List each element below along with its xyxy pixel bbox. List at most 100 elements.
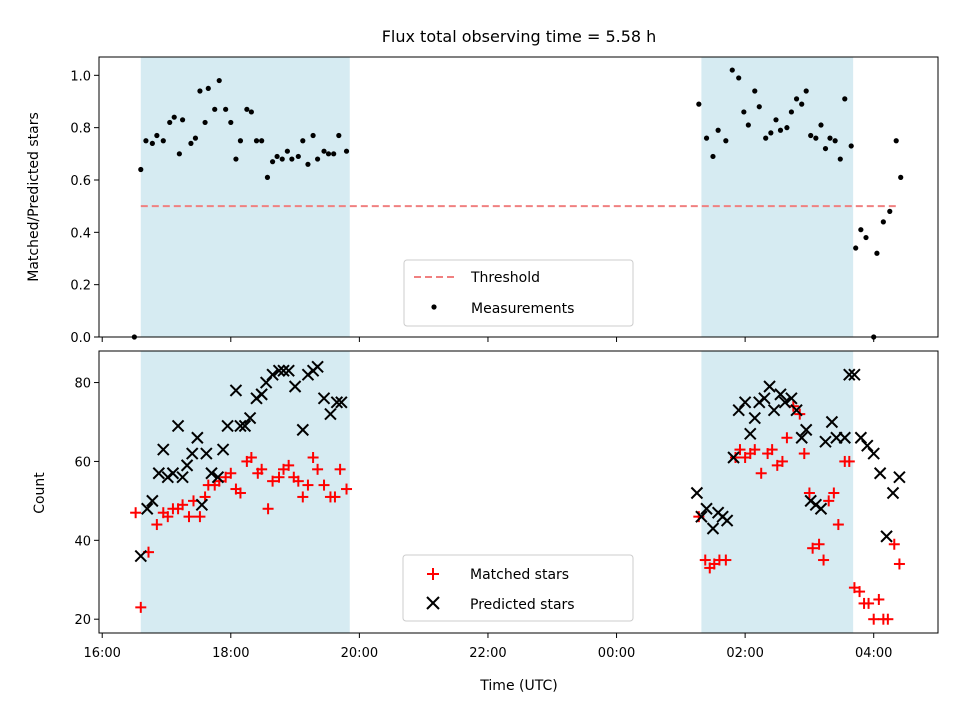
predicted-stars-point — [152, 467, 165, 480]
measurement-point — [793, 96, 800, 102]
measurement-point — [325, 151, 332, 157]
measurement-point — [310, 132, 316, 139]
predicted-stars-point — [854, 431, 868, 444]
matched-stars-point — [798, 448, 810, 460]
matched-stars-point — [868, 613, 880, 625]
bottom-y-tick-label: 40 — [74, 534, 91, 549]
predicted-stars-point — [200, 447, 213, 460]
measurement-point — [710, 153, 716, 160]
measurement-point — [228, 119, 234, 126]
measurement-point — [729, 67, 735, 73]
matched-stars-point — [234, 487, 246, 499]
predicted-stars-point — [744, 427, 757, 441]
measurement-point — [874, 250, 880, 256]
predicted-legend-swatch — [426, 596, 440, 610]
predicted-stars-point — [221, 419, 234, 433]
predicted-stars-point — [171, 419, 185, 433]
measurement-point — [799, 101, 805, 107]
measurement-point — [179, 117, 186, 123]
measurement-point — [197, 88, 203, 94]
top-y-tick-label: 0.0 — [70, 331, 91, 346]
measurement-point — [237, 138, 244, 144]
measurement-point — [773, 117, 779, 123]
bottom-y-tick-label: 80 — [74, 377, 91, 392]
measurement-point — [803, 88, 809, 94]
measurement-point — [842, 96, 848, 102]
measurements-series — [131, 67, 904, 340]
measurement-point — [336, 132, 342, 139]
measurement-point — [887, 208, 893, 214]
bottom-panel: 20 40 60 80 16:00 18:00 20:00 22:00 00:00 02:00 0… — [32, 350, 939, 694]
matched-stars-point — [194, 511, 206, 523]
matched-stars-point — [781, 432, 793, 444]
matched-stars-point — [893, 558, 905, 570]
matched-legend-swatch — [427, 568, 439, 580]
predicted-stars-point — [748, 411, 761, 425]
matched-stars-point — [843, 455, 855, 467]
bottom-y-tick-label: 60 — [74, 455, 91, 470]
x-tick-label: 00:00 — [598, 646, 635, 661]
matched-stars-point — [262, 503, 274, 515]
predicted-stars-point — [795, 431, 808, 444]
bottom-legend-box — [402, 554, 634, 622]
measurement-point — [818, 122, 824, 128]
measurement-point — [212, 106, 218, 112]
predicted-stars-point — [738, 396, 752, 409]
matched-stars-point — [341, 483, 353, 495]
matched-stars-point — [720, 554, 732, 566]
matched-stars-point — [729, 451, 741, 463]
measurement-point — [331, 151, 337, 157]
predicted-stars-point — [195, 498, 209, 512]
measurement-point — [188, 140, 194, 146]
measurement-point — [837, 156, 843, 162]
predicted-stars-point — [259, 376, 273, 389]
measurement-point — [745, 122, 751, 128]
matched-stars-point — [888, 538, 900, 550]
predicted-stars-point — [146, 494, 159, 508]
x-axis-label: Time (UTC) — [479, 678, 557, 694]
measurement-point — [893, 138, 899, 144]
top-y-tick-label: 0.4 — [70, 226, 91, 241]
matched-stars-point — [882, 613, 894, 625]
x-tick-label: 04:00 — [855, 646, 892, 661]
measurement-point — [154, 132, 160, 139]
predicted-stars-point — [763, 380, 776, 393]
predicted-stars-point — [176, 471, 189, 484]
measurement-point — [808, 132, 814, 139]
predicted-stars-point — [758, 392, 771, 405]
measurement-point — [768, 130, 774, 136]
top-shaded-region-1 — [701, 57, 854, 337]
top-shaded-region-0 — [140, 57, 350, 337]
predicted-stars-point — [880, 530, 893, 543]
predicted-stars-point — [700, 502, 713, 515]
predicted-stars-point — [732, 403, 745, 417]
predicted-stars-point — [867, 447, 880, 460]
matched-stars-point — [297, 491, 309, 503]
matched-stars-point — [162, 511, 174, 523]
chart-title: Flux total observing time = 5.58 h — [382, 27, 657, 46]
predicted-stars-point — [134, 549, 147, 563]
measurement-point — [160, 138, 166, 144]
top-shaded-regions — [140, 57, 854, 337]
matched-stars-point — [699, 554, 711, 566]
matched-stars-point — [766, 444, 778, 456]
x-tick-label: 18:00 — [212, 646, 249, 661]
matched-stars-point — [863, 597, 875, 609]
predicted-stars-point — [238, 419, 252, 433]
predicted-stars-point — [216, 443, 230, 456]
bottom-axes-frame — [98, 350, 939, 634]
measurement-point — [827, 135, 833, 141]
matched-stars-point — [734, 444, 746, 456]
predicted-stars-point — [243, 411, 257, 425]
predicted-stars-point — [296, 423, 310, 437]
bottom-y-ticks: 20 40 60 80 — [74, 377, 99, 628]
x-tick-label: 20:00 — [341, 646, 378, 661]
measurement-point — [848, 143, 854, 149]
measurement-point — [305, 161, 311, 167]
measurement-point — [314, 156, 321, 162]
matched-stars-point — [832, 519, 844, 531]
matched-stars-point — [803, 487, 815, 499]
measurement-point — [205, 85, 211, 92]
measurement-point — [176, 151, 182, 157]
matched-stars-point — [256, 463, 268, 475]
